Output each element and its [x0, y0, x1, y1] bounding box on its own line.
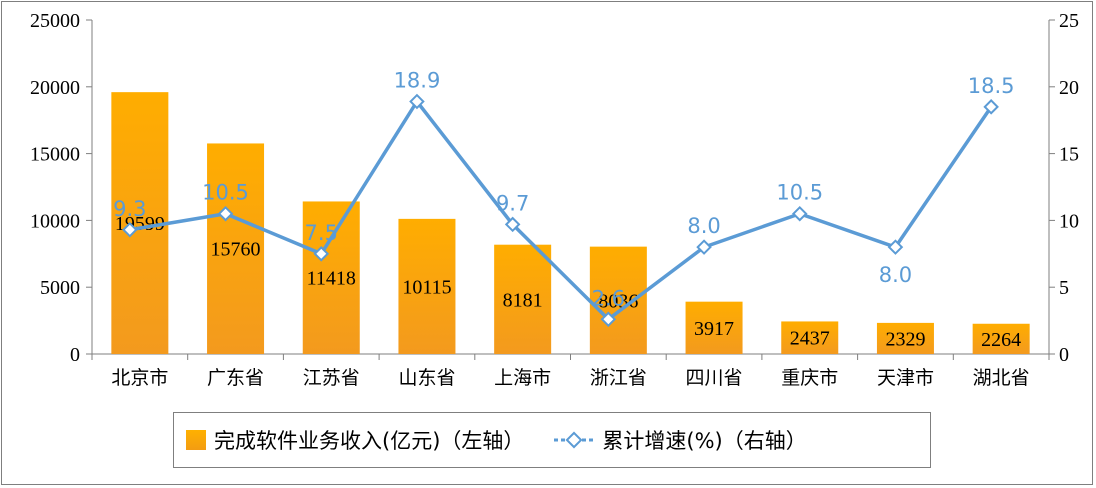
line-point [313, 246, 330, 262]
line-data-label: 9.3 [113, 197, 146, 221]
line-point [122, 221, 138, 238]
right-tick-label: 5 [1059, 277, 1069, 299]
bar [876, 322, 934, 354]
bar-data-label: 2329 [885, 328, 925, 350]
legend-item-revenue: 完成软件业务收入(亿元)（左轴） [174, 425, 524, 455]
bar [494, 244, 552, 354]
left-tick-label: 20000 [30, 77, 80, 99]
line-data-label: 2.6 [592, 286, 625, 310]
line-data-label: 8.0 [687, 214, 720, 238]
category-label: 江苏省 [303, 367, 360, 389]
line-marker-icon [554, 431, 595, 449]
bar [207, 143, 265, 354]
category-label: 湖北省 [973, 367, 1030, 389]
line-data-labels: 9.3 10.5 7.5 18.9 9.7 2.6 8.0 10.5 8.0 18.5 [113, 68, 1014, 310]
bar-data-label: 3917 [694, 318, 734, 340]
legend: 完成软件业务收入(亿元)（左轴） 累计增速(%)（右轴） [173, 412, 931, 468]
legend-item-growth: 累计增速(%)（右轴） [524, 425, 807, 455]
line-point [696, 239, 712, 255]
left-tick-label: 5000 [40, 277, 80, 299]
line-data-label: 18.9 [394, 68, 441, 92]
line-point [887, 239, 904, 255]
bar [685, 301, 743, 354]
line-data-label: 9.7 [496, 191, 529, 215]
category-label: 四川省 [686, 367, 743, 389]
bar [781, 321, 839, 354]
bar [972, 323, 1030, 354]
bar-data-label: 2264 [981, 329, 1021, 351]
line-series [122, 93, 999, 328]
right-tick-label: 15 [1059, 144, 1079, 166]
legend-label-growth: 累计增速(%)（右轴） [602, 429, 807, 453]
line-point [600, 311, 617, 328]
category-label: 浙江省 [590, 367, 647, 389]
bar-data-label: 2437 [790, 328, 830, 350]
category-labels: 北京市 广东省 江苏省 山东省 上海市 浙江省 四川省 重庆市 天津市 湖北省 [111, 367, 1029, 389]
bar-data-label: 11418 [307, 268, 356, 290]
bar-swatch-icon [186, 430, 206, 450]
category-label: 天津市 [877, 367, 934, 389]
bar-series [111, 92, 1030, 355]
growth-line [129, 99, 993, 322]
category-label: 上海市 [494, 367, 551, 389]
category-label: 北京市 [111, 367, 168, 389]
bar [589, 246, 647, 354]
category-label: 山东省 [398, 367, 455, 389]
bar-data-label: 10115 [402, 276, 451, 298]
right-tick-label: 20 [1059, 77, 1079, 99]
right-tick-label: 25 [1059, 10, 1079, 32]
line-data-label: 8.0 [879, 263, 912, 287]
line-data-label: 10.5 [202, 181, 249, 205]
left-tick-label: 0 [70, 344, 80, 366]
line-data-label: 10.5 [776, 181, 823, 205]
line-point [983, 99, 999, 115]
line-point [791, 205, 808, 222]
line-point [217, 205, 234, 222]
bar-data-label: 8181 [503, 289, 543, 311]
left-tick-label: 15000 [30, 144, 80, 166]
axes: 0 5000 10000 15000 20000 25000 0 5 10 15 20 25 [30, 10, 1079, 366]
bar [111, 92, 169, 355]
category-label: 重庆市 [781, 367, 838, 389]
right-tick-label: 0 [1059, 344, 1069, 366]
bar [302, 201, 360, 354]
line-point [504, 216, 521, 233]
left-tick-label: 25000 [30, 10, 80, 32]
line-data-label: 7.5 [305, 221, 338, 245]
line-point [409, 93, 425, 110]
line-data-label: 18.5 [968, 74, 1015, 98]
legend-label-revenue: 完成软件业务收入(亿元)（左轴） [214, 429, 525, 453]
bar [398, 218, 456, 354]
right-tick-label: 10 [1059, 210, 1079, 232]
category-label: 广东省 [207, 367, 264, 389]
bar-data-label: 8036 [598, 290, 638, 312]
left-tick-label: 10000 [30, 210, 80, 232]
bar-data-label: 15760 [211, 239, 261, 261]
